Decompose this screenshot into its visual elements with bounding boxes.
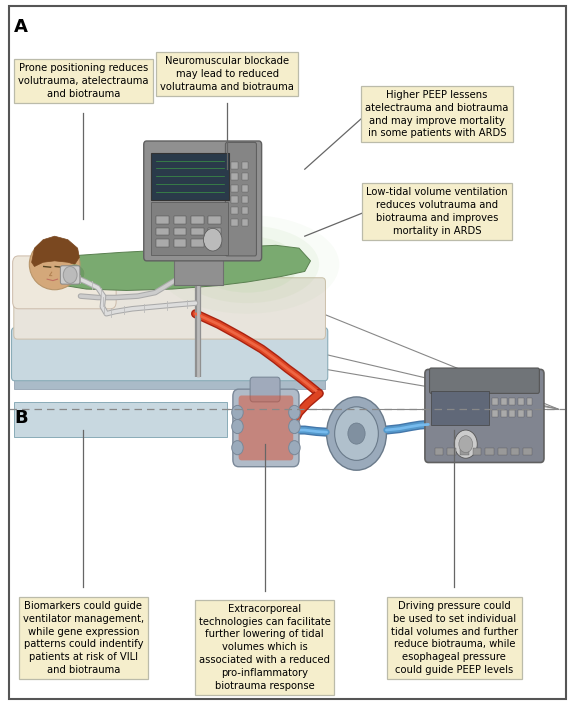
Text: Biomarkers could guide
ventilator management,
while gene expression
patterns cou: Biomarkers could guide ventilator manage… bbox=[23, 601, 144, 675]
Bar bbox=[435, 448, 443, 455]
Bar bbox=[518, 398, 524, 405]
FancyBboxPatch shape bbox=[14, 278, 325, 339]
Circle shape bbox=[204, 228, 222, 251]
Bar bbox=[509, 398, 515, 405]
Ellipse shape bbox=[64, 264, 85, 282]
Polygon shape bbox=[47, 245, 310, 290]
Bar bbox=[527, 398, 532, 405]
Ellipse shape bbox=[196, 236, 299, 293]
Bar bbox=[492, 398, 498, 405]
FancyBboxPatch shape bbox=[14, 372, 325, 389]
Circle shape bbox=[232, 419, 243, 434]
Bar bbox=[242, 196, 248, 203]
Circle shape bbox=[454, 430, 477, 458]
Bar bbox=[231, 173, 238, 180]
FancyBboxPatch shape bbox=[14, 402, 227, 437]
Bar bbox=[518, 410, 524, 417]
Text: Driving pressure could
be used to set individual
tidal volumes and further
reduc: Driving pressure could be used to set in… bbox=[390, 601, 518, 675]
Text: Neuromuscular blockade
may lead to reduced
volutrauma and biotrauma: Neuromuscular blockade may lead to reduc… bbox=[160, 56, 294, 92]
Circle shape bbox=[289, 441, 300, 455]
Bar bbox=[447, 448, 456, 455]
Bar bbox=[156, 228, 169, 235]
Bar bbox=[511, 448, 519, 455]
Bar bbox=[527, 410, 532, 417]
Bar bbox=[485, 448, 494, 455]
Bar bbox=[191, 216, 204, 224]
FancyBboxPatch shape bbox=[13, 256, 116, 309]
FancyBboxPatch shape bbox=[225, 142, 256, 256]
Bar bbox=[509, 410, 515, 417]
FancyBboxPatch shape bbox=[430, 368, 539, 393]
Bar bbox=[501, 410, 507, 417]
Text: Prone positioning reduces
volutrauma, atelectrauma
and biotrauma: Prone positioning reduces volutrauma, at… bbox=[18, 63, 148, 99]
Bar bbox=[208, 239, 221, 247]
Bar bbox=[231, 185, 238, 192]
Bar bbox=[156, 239, 169, 247]
Circle shape bbox=[63, 266, 77, 283]
Bar bbox=[242, 173, 248, 180]
FancyBboxPatch shape bbox=[60, 266, 80, 284]
Circle shape bbox=[348, 423, 365, 444]
Circle shape bbox=[232, 405, 243, 419]
Bar bbox=[498, 448, 507, 455]
Text: A: A bbox=[14, 18, 28, 36]
FancyBboxPatch shape bbox=[425, 369, 544, 462]
Bar bbox=[501, 398, 507, 405]
Bar bbox=[191, 228, 204, 235]
Bar bbox=[156, 216, 169, 224]
Ellipse shape bbox=[29, 239, 80, 290]
Circle shape bbox=[335, 407, 378, 460]
Polygon shape bbox=[32, 236, 79, 266]
FancyBboxPatch shape bbox=[431, 391, 489, 425]
Bar bbox=[231, 207, 238, 214]
Bar bbox=[242, 207, 248, 214]
Bar bbox=[492, 410, 498, 417]
Bar bbox=[242, 185, 248, 192]
Bar bbox=[231, 196, 238, 203]
Bar bbox=[174, 228, 186, 235]
Text: Extracorporeal
technologies can facilitate
further lowering of tidal
volumes whi: Extracorporeal technologies can facilita… bbox=[198, 603, 331, 691]
Text: B: B bbox=[14, 409, 28, 427]
Bar bbox=[523, 448, 532, 455]
Text: Low-tidal volume ventilation
reduces volutrauma and
biotrauma and improves
morta: Low-tidal volume ventilation reduces vol… bbox=[366, 188, 508, 235]
Bar bbox=[242, 219, 248, 226]
Circle shape bbox=[459, 436, 473, 453]
Circle shape bbox=[289, 419, 300, 434]
Bar bbox=[460, 448, 469, 455]
Circle shape bbox=[289, 405, 300, 419]
FancyBboxPatch shape bbox=[144, 141, 262, 261]
Bar bbox=[174, 239, 186, 247]
FancyBboxPatch shape bbox=[233, 389, 299, 467]
Ellipse shape bbox=[175, 226, 319, 303]
FancyBboxPatch shape bbox=[12, 328, 328, 381]
Bar bbox=[242, 162, 248, 169]
FancyBboxPatch shape bbox=[174, 257, 223, 285]
Circle shape bbox=[232, 441, 243, 455]
Bar bbox=[208, 228, 221, 235]
FancyBboxPatch shape bbox=[151, 153, 229, 200]
Bar bbox=[174, 216, 186, 224]
Bar bbox=[231, 219, 238, 226]
Text: Higher PEEP lessens
atelectrauma and biotrauma
and may improve mortality
in some: Higher PEEP lessens atelectrauma and bio… bbox=[365, 90, 509, 138]
FancyBboxPatch shape bbox=[250, 377, 280, 402]
Ellipse shape bbox=[155, 215, 339, 314]
Bar bbox=[191, 239, 204, 247]
FancyBboxPatch shape bbox=[239, 396, 293, 460]
Bar bbox=[231, 162, 238, 169]
Bar bbox=[473, 448, 481, 455]
Bar bbox=[208, 216, 221, 224]
FancyBboxPatch shape bbox=[151, 202, 228, 255]
Circle shape bbox=[327, 397, 386, 470]
